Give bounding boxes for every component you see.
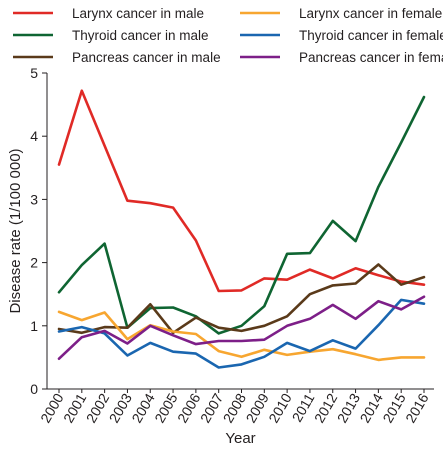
x-tick-label: 2014 xyxy=(357,390,387,425)
x-tick-label: 2010 xyxy=(265,390,295,425)
x-tick-label: 2016 xyxy=(402,390,432,425)
x-tick-label: 2012 xyxy=(311,390,341,425)
legend-item: Pancreas cancer in female xyxy=(240,50,443,65)
x-tick-label: 2013 xyxy=(334,390,364,425)
x-tick-label: 2009 xyxy=(242,390,272,425)
x-tick-label: 2002 xyxy=(83,390,113,425)
x-axis-title: Year xyxy=(225,430,255,447)
series-line-1 xyxy=(57,95,426,335)
series-line-2 xyxy=(57,263,426,335)
legend-label: Larynx cancer in male xyxy=(72,6,204,21)
y-axis-title: Disease rate (1/100 000) xyxy=(7,148,24,313)
legend-label: Larynx cancer in female xyxy=(299,6,442,21)
series-lines xyxy=(57,89,426,369)
y-tick-label: 0 xyxy=(30,381,38,397)
series-line-5 xyxy=(57,295,426,361)
x-tick-label: 2006 xyxy=(174,390,204,425)
legend-item: Larynx cancer in male xyxy=(13,6,204,21)
x-tick-label: 2005 xyxy=(151,390,181,425)
legend-item: Thyroid cancer in female xyxy=(240,28,443,43)
x-tick-label: 2007 xyxy=(197,390,227,425)
legend-item: Pancreas cancer in male xyxy=(13,50,221,65)
y-tick-label: 2 xyxy=(30,255,38,271)
x-tick-label: 2015 xyxy=(379,390,409,425)
legend-item: Larynx cancer in female xyxy=(240,6,442,21)
legend: Larynx cancer in male Thyroid cancer in m… xyxy=(13,6,443,65)
y-tick-label: 1 xyxy=(30,318,38,334)
y-tick-label: 3 xyxy=(30,191,38,207)
series-line-4 xyxy=(57,298,426,369)
x-tick-label: 2001 xyxy=(60,390,90,425)
legend-label: Thyroid cancer in male xyxy=(72,28,209,43)
series-line-3 xyxy=(57,310,426,362)
series-line-0 xyxy=(57,89,426,293)
legend-label: Thyroid cancer in female xyxy=(299,28,443,43)
legend-label: Pancreas cancer in male xyxy=(72,50,221,65)
x-tick-label: 2004 xyxy=(128,390,158,425)
legend-item: Thyroid cancer in male xyxy=(13,28,209,43)
legend-label: Pancreas cancer in female xyxy=(299,50,443,65)
y-tick-label: 4 xyxy=(30,128,38,144)
y-ticks: 0 1 2 3 4 5 xyxy=(30,65,47,397)
x-tick-label: 2000 xyxy=(37,390,67,425)
x-tick-label: 2003 xyxy=(106,390,136,425)
y-tick-label: 5 xyxy=(30,65,38,81)
x-tick-label: 2008 xyxy=(220,390,250,425)
x-ticks: 2000200120022003200420052006200720082009… xyxy=(37,389,432,425)
